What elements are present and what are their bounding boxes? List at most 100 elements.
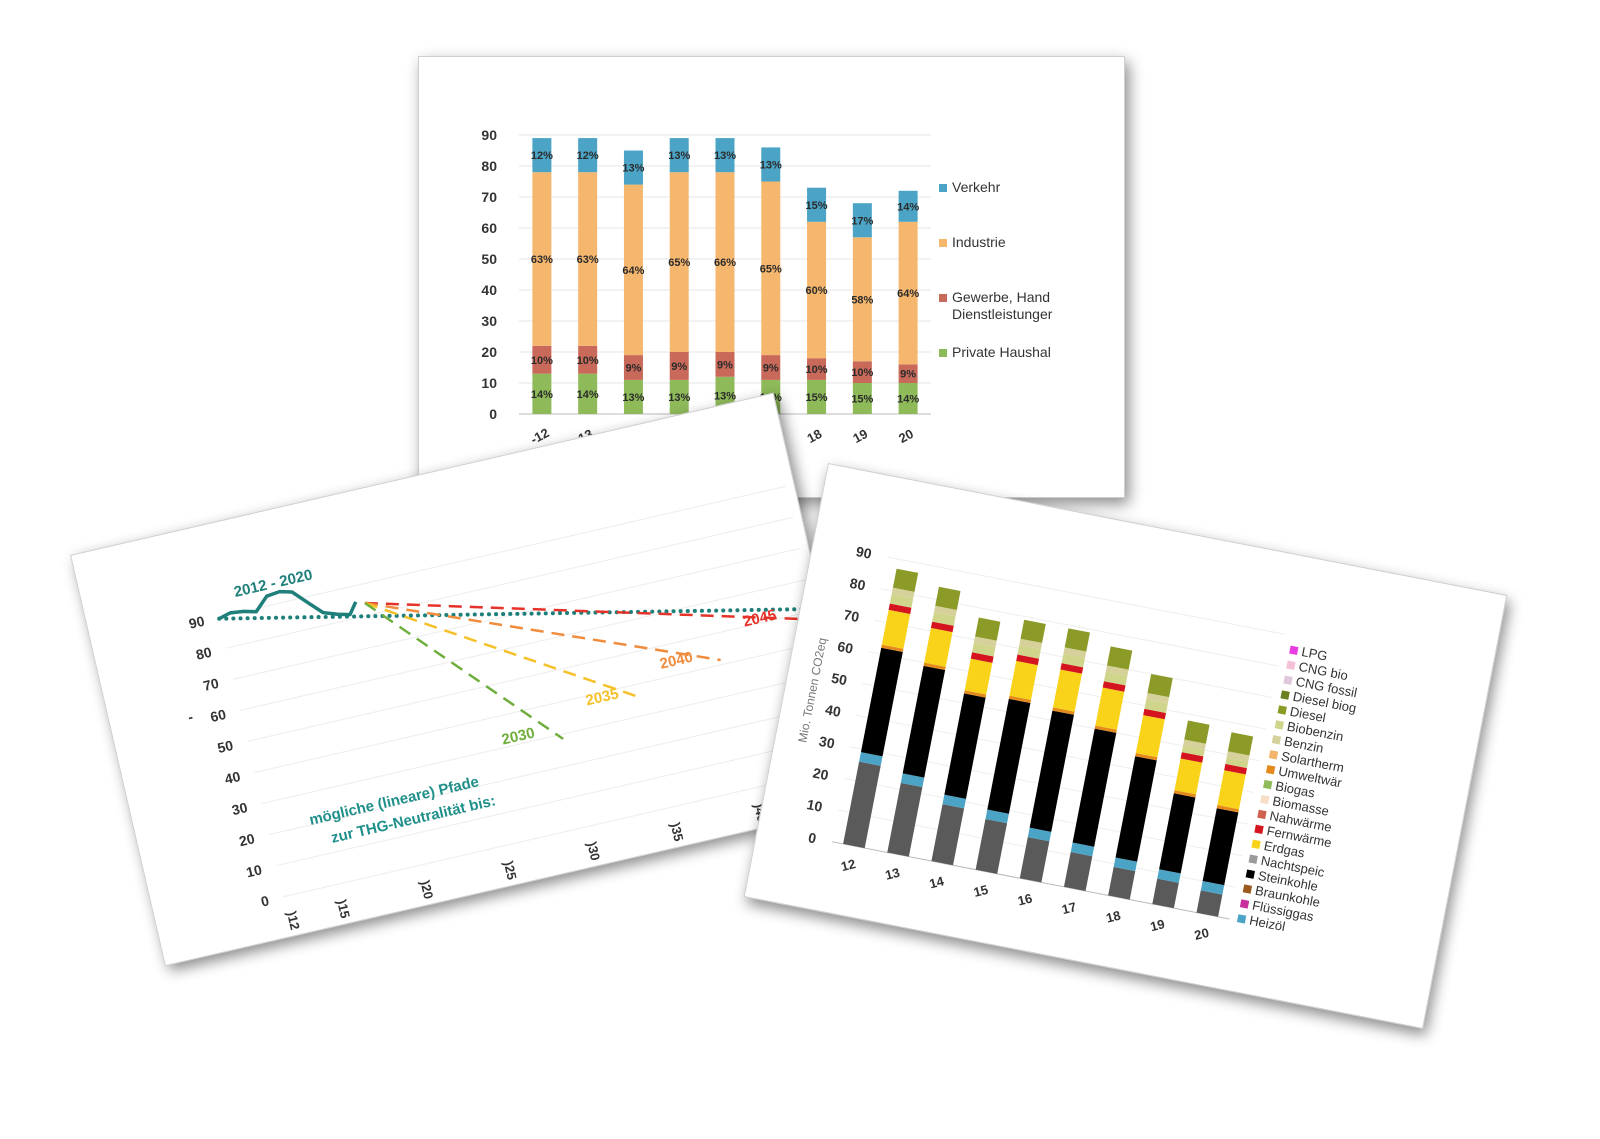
bar-segment	[888, 603, 912, 615]
bar-segment	[852, 237, 872, 362]
x-tick-label: 13	[884, 865, 902, 883]
y-tick-label: 0	[489, 406, 497, 422]
legend-swatch	[1283, 675, 1293, 685]
x-tick-label: 14	[928, 873, 946, 891]
legend-swatch	[1274, 720, 1285, 730]
bar-segment	[852, 361, 872, 383]
legend-swatch	[1242, 884, 1253, 894]
bar-segment	[623, 184, 643, 356]
data-label: 9%	[625, 363, 641, 375]
data-label: 15%	[851, 394, 873, 406]
gridline	[887, 556, 1285, 635]
path-year-label: 2030	[500, 724, 536, 748]
bar-segment	[1009, 660, 1038, 700]
bar-segment	[669, 138, 689, 173]
bar-segment	[532, 138, 552, 173]
data-label: 12%	[577, 150, 599, 162]
chart-card-energy-carriers: 0 10 20 30 40 50 60 70 80 90 Mio. Tonnen CO2eq 12 13…	[743, 463, 1508, 1029]
bar-segment	[807, 358, 827, 380]
data-label: 63%	[531, 254, 553, 266]
bar-segment	[1019, 837, 1050, 883]
bar-segment	[964, 658, 993, 695]
bar-segment	[1094, 725, 1117, 733]
y-tick-label: 10	[805, 796, 824, 815]
data-label: 58%	[851, 294, 873, 306]
bar-segment	[843, 761, 881, 849]
legend-swatch	[1265, 764, 1276, 775]
series-line-2030	[364, 601, 564, 740]
bar-segment	[923, 662, 946, 671]
path-year-label: 2040	[658, 649, 694, 673]
bar-segment	[1184, 720, 1210, 744]
bar-segment	[881, 609, 911, 649]
bar-segment	[578, 138, 598, 173]
bar-segment	[931, 804, 965, 866]
legend-label: Erdgas	[1263, 838, 1307, 861]
x-tick-label: 19	[850, 426, 870, 446]
bar-segment	[1105, 665, 1129, 676]
bar-segment	[1181, 745, 1205, 757]
bar-segment	[1008, 695, 1032, 704]
gridline	[261, 672, 830, 805]
bar-segment	[852, 383, 872, 414]
data-label: 10%	[577, 355, 599, 367]
bar-segment	[1064, 628, 1090, 652]
y-axis-label: -	[186, 708, 194, 725]
y-tick-label: 0	[807, 829, 818, 846]
series-line-2045	[364, 601, 800, 621]
bar-segment	[898, 383, 918, 414]
bar-segment	[898, 190, 918, 222]
bar-segment	[1180, 752, 1204, 763]
y-tick-label: 30	[481, 313, 497, 329]
bar-segment	[934, 605, 957, 617]
legend-swatch	[1271, 735, 1282, 745]
y-tick-label: 90	[187, 613, 206, 632]
bar-segment	[1146, 692, 1170, 704]
legend-swatch	[1277, 705, 1287, 715]
legend-swatch	[939, 349, 947, 357]
legend-label: Benzin	[1283, 734, 1325, 756]
bar-segment	[892, 568, 919, 592]
y-tick-label: 30	[818, 733, 837, 752]
bar-segment	[944, 693, 986, 799]
line-chart-paths: 0102030405060708090-)12)15)20)25)30)35)4…	[186, 485, 851, 931]
legend-swatch	[1286, 660, 1296, 670]
bar-segment	[1027, 827, 1052, 842]
bar-segment	[669, 352, 689, 380]
y-tick-label: 50	[216, 737, 235, 756]
x-tick-label: 18	[805, 426, 825, 446]
y-tick-label: 20	[812, 765, 831, 784]
bar-segment	[900, 773, 925, 788]
y-tick-label: 80	[481, 158, 497, 174]
legend-swatch	[1239, 899, 1250, 909]
data-label: 13%	[622, 163, 644, 175]
x-tick-label: 19	[1149, 916, 1167, 934]
data-label: 12%	[531, 150, 553, 162]
y-tick-label: 10	[245, 861, 264, 880]
series-line-2035	[364, 601, 642, 700]
bar-segment	[1196, 890, 1223, 917]
bar-segment	[1052, 707, 1075, 715]
bar-segment	[532, 373, 552, 414]
legend-swatch	[1254, 824, 1264, 835]
y-tick-label: 60	[481, 220, 497, 236]
bar-segment	[973, 636, 997, 648]
gridline	[225, 516, 794, 649]
gridline	[240, 578, 808, 711]
bar-segment	[1216, 805, 1239, 813]
y-tick-label: 40	[481, 282, 497, 298]
bar-segment	[623, 379, 643, 414]
bar-segment	[1113, 857, 1138, 872]
bar-segment	[1135, 715, 1165, 758]
bar-segment	[1102, 681, 1126, 692]
bar-segment	[1226, 751, 1250, 762]
bar-segment	[1217, 770, 1246, 810]
data-label: 13%	[622, 392, 644, 404]
bar-segment	[930, 621, 954, 633]
data-label: 13%	[668, 150, 690, 162]
bar-segment	[1143, 708, 1167, 720]
legend-swatch	[1260, 794, 1270, 805]
bar-segment	[578, 172, 598, 346]
legend-label: Diesel	[1289, 704, 1327, 726]
y-tick-label: 20	[237, 830, 256, 849]
